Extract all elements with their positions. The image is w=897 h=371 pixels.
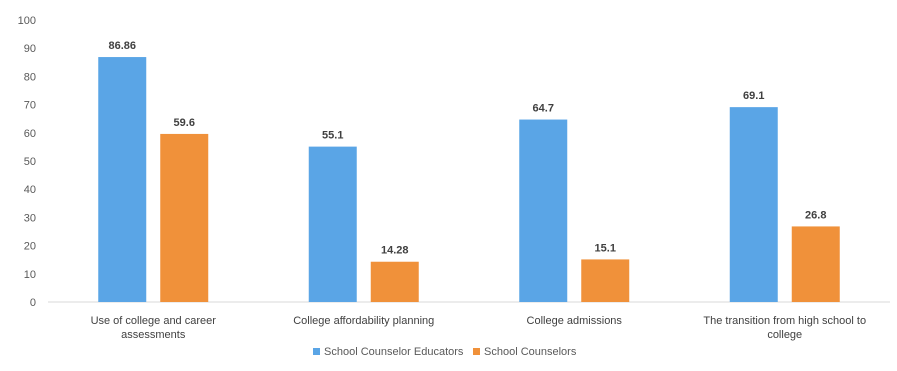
y-tick-label: 70 [24,100,36,112]
data-label: 14.28 [381,245,409,257]
y-tick-label: 90 [24,43,36,55]
y-tick-label: 40 [24,184,36,196]
y-tick-label: 100 [18,15,36,27]
bar-counselors [581,259,630,302]
data-label: 86.86 [108,40,136,52]
data-label: 64.7 [533,103,554,115]
legend-swatch [473,348,480,355]
y-tick-label: 50 [24,156,36,168]
bar-educators [98,57,147,303]
bar-educators [729,107,778,302]
legend-label: School Counselors [484,346,577,358]
y-tick-label: 20 [24,241,36,253]
bar-educators [519,119,568,303]
y-tick-label: 80 [24,71,36,83]
category-label: Use of college and career assessments [91,315,217,341]
legend-label: School Counselor Educators [324,346,464,358]
data-label: 26.8 [805,209,826,221]
y-axis: 0 10 20 30 40 50 60 70 80 90 100 [18,15,36,309]
legend: School Counselor Educators School Counsel… [313,346,577,358]
y-tick-label: 10 [24,269,36,281]
category-label: College admissions [527,315,623,327]
bar-counselors [791,226,840,302]
legend-swatch [313,348,320,355]
y-tick-label: 30 [24,212,36,224]
data-label: 59.6 [174,117,195,129]
category-label: College affordability planning [293,315,434,327]
x-axis-labels: Use of college and career assessments Coll… [91,315,867,341]
data-label: 55.1 [322,130,343,142]
bar-educators [308,146,357,302]
bars: 86.86 59.6 55.1 14.28 64.7 15.1 69.1 26.8 [98,40,840,303]
y-tick-label: 0 [30,297,36,309]
bar-counselors [160,133,209,302]
data-label: 15.1 [595,242,616,254]
y-tick-label: 60 [24,128,36,140]
bar-counselors [370,261,419,302]
category-label: The transition from high school to colleg… [703,315,866,341]
data-label: 69.1 [743,90,764,102]
